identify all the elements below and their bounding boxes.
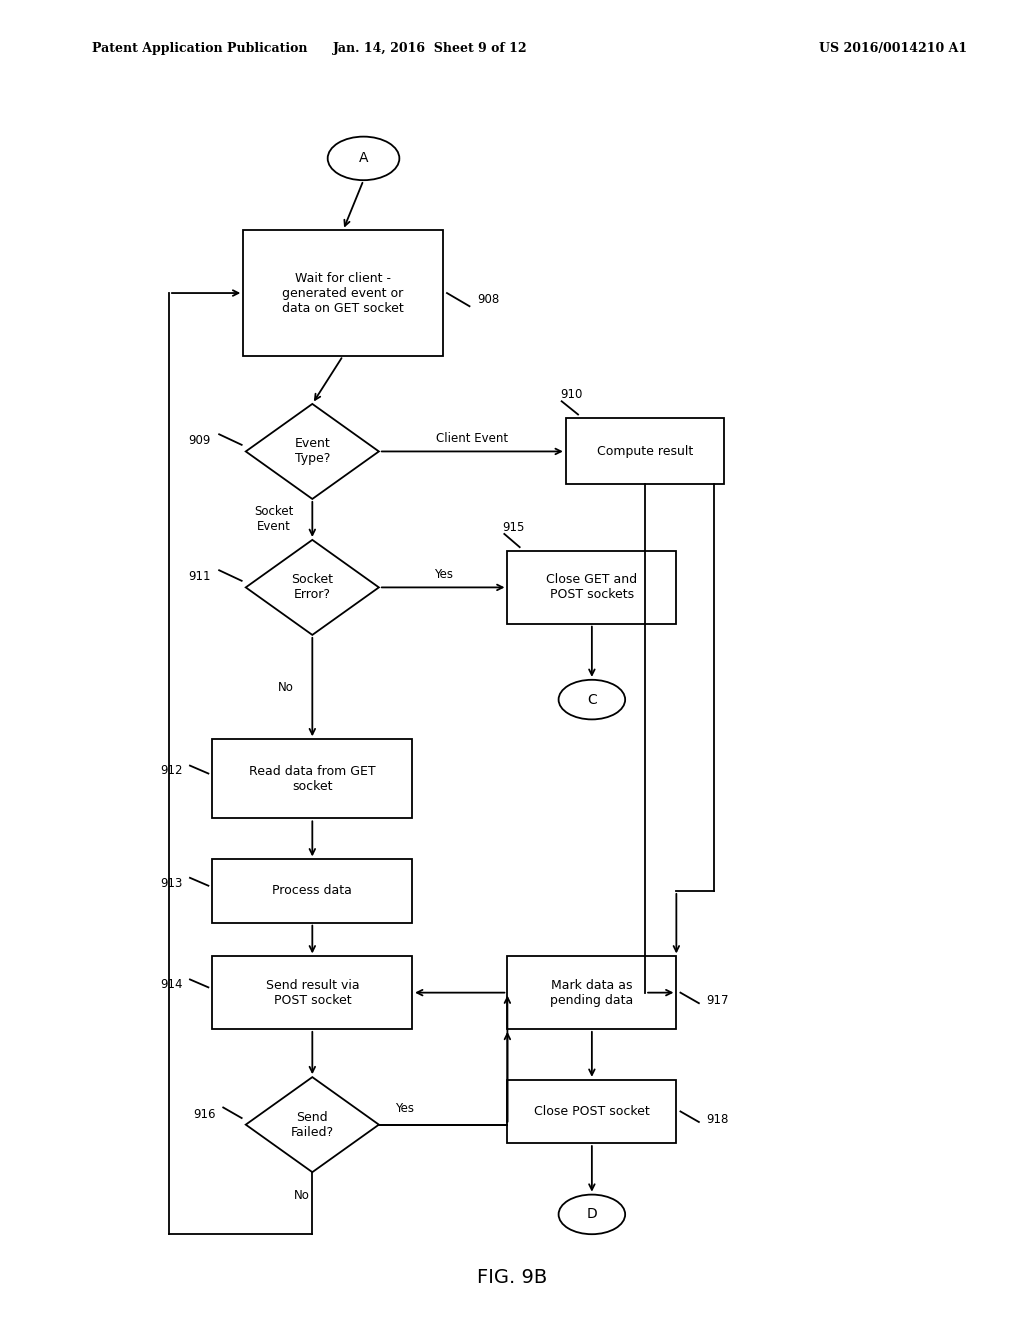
- Text: Event
Type?: Event Type?: [295, 437, 330, 466]
- Text: 916: 916: [194, 1107, 216, 1121]
- FancyBboxPatch shape: [213, 956, 412, 1030]
- Ellipse shape: [559, 680, 625, 719]
- Text: 913: 913: [161, 876, 182, 890]
- Text: Send
Failed?: Send Failed?: [291, 1110, 334, 1139]
- FancyBboxPatch shape: [507, 956, 676, 1030]
- Text: Patent Application Publication: Patent Application Publication: [92, 42, 307, 55]
- Text: US 2016/0014210 A1: US 2016/0014210 A1: [819, 42, 968, 55]
- FancyBboxPatch shape: [213, 739, 412, 818]
- Text: FIG. 9B: FIG. 9B: [477, 1269, 547, 1287]
- Text: 912: 912: [161, 764, 182, 777]
- Ellipse shape: [328, 137, 399, 181]
- Text: Jan. 14, 2016  Sheet 9 of 12: Jan. 14, 2016 Sheet 9 of 12: [333, 42, 527, 55]
- Polygon shape: [246, 540, 379, 635]
- Text: Close GET and
POST sockets: Close GET and POST sockets: [547, 573, 637, 602]
- Text: Yes: Yes: [395, 1102, 414, 1115]
- FancyBboxPatch shape: [213, 859, 412, 923]
- Text: 909: 909: [188, 434, 211, 447]
- Text: Wait for client -
generated event or
data on GET socket: Wait for client - generated event or dat…: [283, 272, 403, 314]
- Text: Compute result: Compute result: [597, 445, 693, 458]
- Text: 911: 911: [188, 570, 211, 583]
- Text: 908: 908: [477, 293, 500, 306]
- Text: 914: 914: [161, 978, 182, 991]
- FancyBboxPatch shape: [244, 230, 442, 355]
- Text: Yes: Yes: [433, 568, 453, 581]
- Polygon shape: [246, 404, 379, 499]
- FancyBboxPatch shape: [565, 418, 725, 484]
- Text: Send result via
POST socket: Send result via POST socket: [265, 978, 359, 1007]
- Polygon shape: [246, 1077, 379, 1172]
- Text: A: A: [358, 152, 369, 165]
- Text: 910: 910: [561, 388, 583, 401]
- Text: 917: 917: [707, 994, 728, 1007]
- Text: C: C: [587, 693, 597, 706]
- Text: Process data: Process data: [272, 884, 352, 898]
- Ellipse shape: [559, 1195, 625, 1234]
- Text: Read data from GET
socket: Read data from GET socket: [249, 764, 376, 793]
- Text: Mark data as
pending data: Mark data as pending data: [550, 978, 634, 1007]
- Text: D: D: [587, 1208, 597, 1221]
- Text: No: No: [294, 1189, 310, 1203]
- Text: Socket
Error?: Socket Error?: [291, 573, 334, 602]
- Text: No: No: [278, 681, 294, 693]
- FancyBboxPatch shape: [507, 1080, 676, 1143]
- Text: 918: 918: [707, 1113, 728, 1126]
- Text: Close POST socket: Close POST socket: [534, 1105, 650, 1118]
- Text: Client Event: Client Event: [436, 432, 508, 445]
- Text: 915: 915: [502, 521, 524, 533]
- Text: Socket
Event: Socket Event: [255, 506, 294, 533]
- FancyBboxPatch shape: [507, 550, 676, 623]
